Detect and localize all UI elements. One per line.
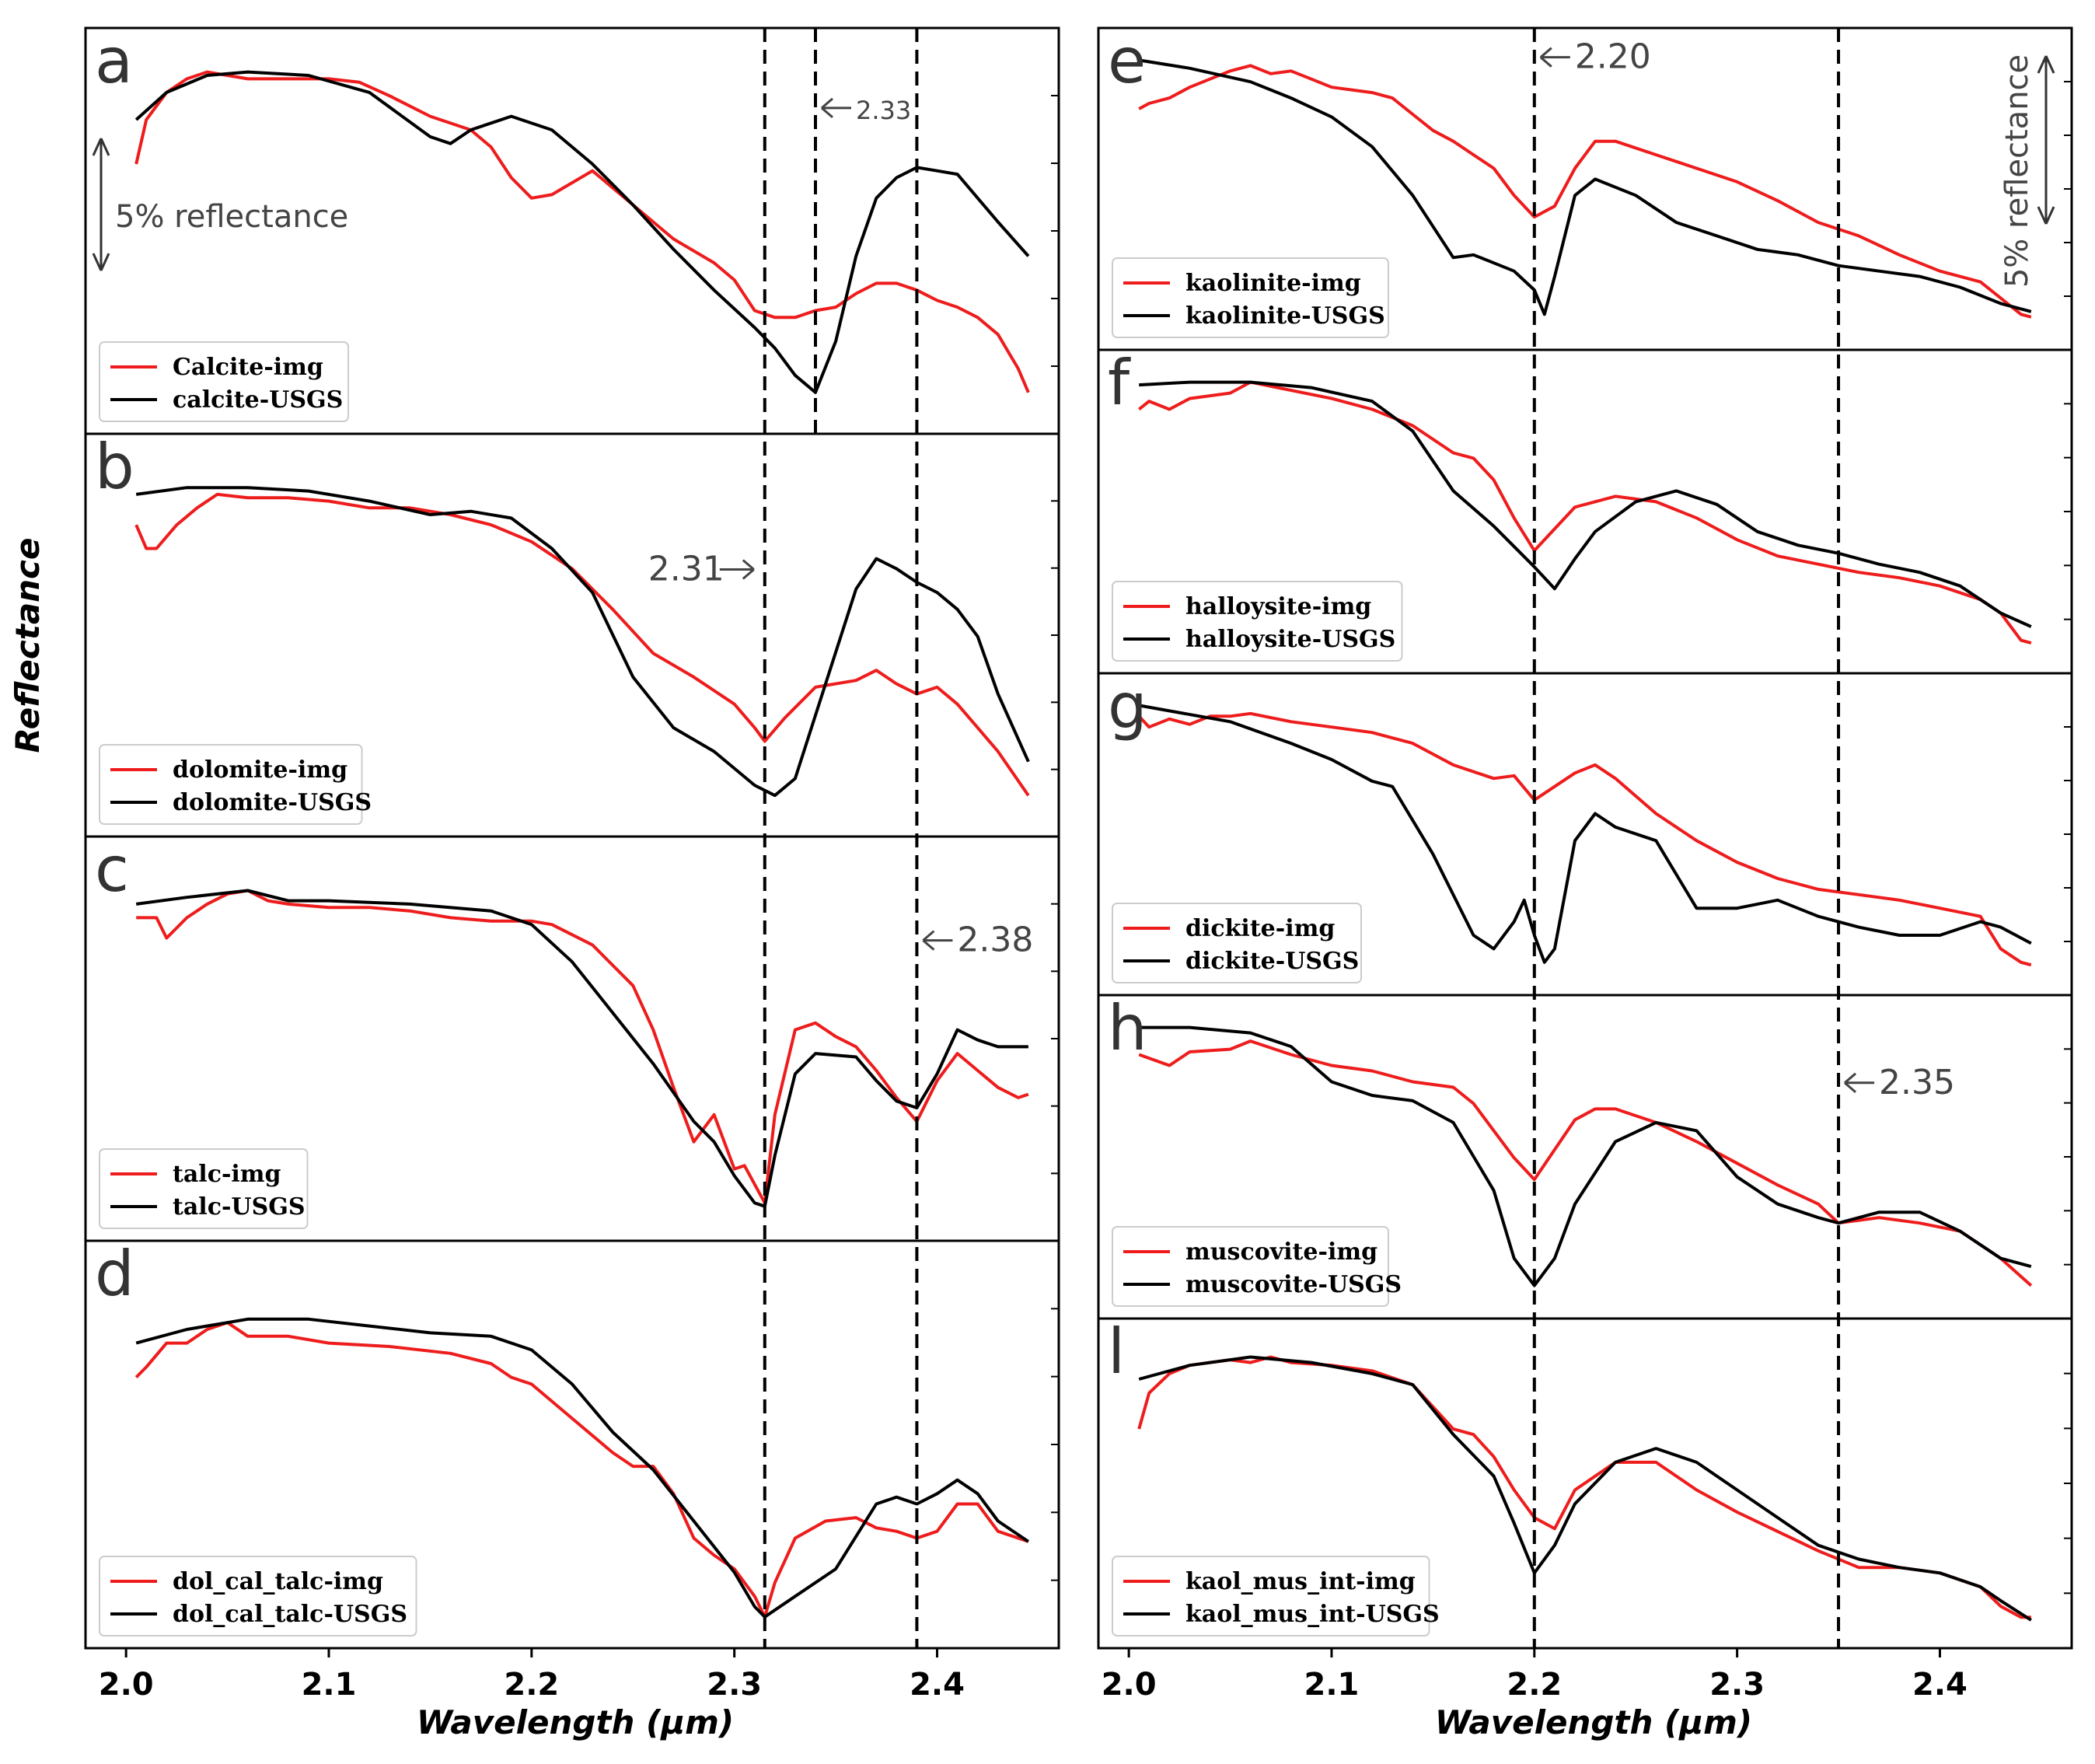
x-tick-label: 2.3 <box>1709 1667 1765 1703</box>
series-line-talc-img <box>136 889 1029 1205</box>
legend-label: muscovite-USGS <box>1185 1271 1402 1298</box>
series-line-talc-USGS <box>135 889 1028 1208</box>
legend-box <box>1112 1226 1389 1307</box>
scale-bar-label: 5% reflectance <box>115 199 348 235</box>
annotation-value: 2.35 <box>1879 1063 1955 1102</box>
panel-h: h muscovite-img muscovite-USGS <box>1097 992 2073 1320</box>
annotation-value: 2.33 <box>856 96 911 125</box>
panel-g: g dickite-img dickite-USGS <box>1097 670 2073 997</box>
x-tick-label: 2.4 <box>910 1667 965 1703</box>
legend-label: halloysite-img <box>1185 593 1371 620</box>
y-axis-label: Reflectance <box>9 538 47 753</box>
legend-label: kaolinite-img <box>1185 270 1361 297</box>
annotation-e: 2.20 <box>1539 37 1651 77</box>
legend-label: calcite-USGS <box>173 386 343 414</box>
series-line-kaolinite-img <box>1138 64 2032 319</box>
legend-label: talc-USGS <box>173 1193 306 1221</box>
panel-frame <box>1097 1317 2073 1650</box>
panel-letter: f <box>1108 347 1131 419</box>
panel-c: c talc-img talc-USGS <box>84 833 1060 1242</box>
panel-letter: d <box>95 1238 134 1310</box>
scale-bar-right: 5% reflectance <box>1999 54 2055 288</box>
series-line-halloysite-USGS <box>1139 380 2032 628</box>
legend-label: dol_cal_talc-USGS <box>173 1601 407 1628</box>
legend-box <box>1112 581 1403 662</box>
series-line-muscovite-USGS <box>1139 1025 2032 1287</box>
panel-letter: a <box>95 25 133 97</box>
scale-bar-arrow <box>92 138 110 271</box>
series-line-dol_cal_talc-USGS <box>135 1317 1030 1619</box>
legend-label: kaol_mus_int-img <box>1185 1568 1416 1595</box>
x-tick-label: 2.3 <box>707 1667 762 1703</box>
annotation-c: 2.38 <box>922 920 1033 960</box>
annotation-h: 2.35 <box>1844 1063 1955 1102</box>
legend-label: Calcite-img <box>173 354 323 381</box>
series-line-kaolinite-USGS <box>1138 58 2032 316</box>
panel-letter: g <box>1108 670 1147 742</box>
legend-box <box>1112 257 1389 338</box>
series-line-calcite-USGS <box>134 70 1030 394</box>
annotation-arrow <box>922 930 953 951</box>
legend-box <box>99 744 363 825</box>
legend-label: muscovite-img <box>1185 1238 1377 1266</box>
panel-d: d dol_cal_talc-img dol_cal_talc-USGS <box>84 1238 1060 1650</box>
x-tick-label: 2.2 <box>1507 1667 1562 1703</box>
panel-letter: b <box>95 431 134 503</box>
legend-label: halloysite-USGS <box>1185 626 1395 653</box>
annotation-b: 2.31 <box>648 549 755 589</box>
panel-e: e kaolinite-img kaolinite-USGS <box>1097 25 2073 351</box>
legend-label: kaolinite-USGS <box>1185 302 1385 330</box>
annotation-value: 2.31 <box>648 549 725 589</box>
legend-label: kaol_mus_int-USGS <box>1185 1601 1440 1628</box>
annotation-arrow <box>1539 47 1570 68</box>
series-line-dolomite-USGS <box>135 486 1030 798</box>
panel-b: b dolomite-img dolomite-USGS <box>84 431 1060 838</box>
panels-group: a Calcite-img calcite-USGS b dolomite-img dol… <box>84 25 2073 1703</box>
annotation-a: 2.33 <box>821 96 911 125</box>
panel-f: f halloysite-img halloysite-USGS <box>1097 347 2073 675</box>
legend-label: dickite-USGS <box>1185 948 1359 975</box>
scale-bar-label: 5% reflectance <box>1999 54 2035 288</box>
panel-frame <box>84 1239 1060 1650</box>
annotation-arrow <box>719 559 755 580</box>
panel-letter: l <box>1108 1315 1125 1388</box>
legend-label: talc-img <box>173 1161 281 1188</box>
series-line-kaol_mus_int-USGS <box>1138 1355 2032 1622</box>
legend-label: dolomite-USGS <box>173 789 372 816</box>
annotation-arrow <box>1844 1072 1875 1093</box>
series-line-dolomite-img <box>134 492 1030 797</box>
legend-box <box>1112 903 1362 983</box>
x-tick-label: 2.1 <box>1304 1667 1360 1703</box>
legend-box <box>99 1556 417 1637</box>
annotation-value: 2.38 <box>957 920 1033 960</box>
panel-letter: e <box>1108 25 1146 97</box>
annotation-value: 2.20 <box>1575 37 1651 77</box>
panel-a: a Calcite-img calcite-USGS <box>84 25 1060 435</box>
panel-letter: h <box>1108 992 1147 1064</box>
x-tick-label: 2.0 <box>1102 1667 1157 1703</box>
legend-label: dol_cal_talc-img <box>173 1568 383 1595</box>
x-tick-label: 2.0 <box>99 1667 154 1703</box>
right-x-axis-label: Wavelength (µm) <box>1435 1703 1752 1741</box>
series-line-halloysite-img <box>1137 380 2032 645</box>
legend-box <box>99 341 349 422</box>
x-tick-label: 2.4 <box>1912 1667 1968 1703</box>
series-line-dickite-img <box>1137 711 2032 967</box>
legend-box <box>99 1148 309 1229</box>
x-tick-label: 2.2 <box>504 1667 559 1703</box>
series-line-muscovite-img <box>1138 1039 2033 1287</box>
annotation-arrow <box>821 97 851 118</box>
series-line-dol_cal_talc-img <box>134 1321 1029 1619</box>
left-x-axis-label: Wavelength (µm) <box>417 1703 734 1741</box>
x-tick-label: 2.1 <box>302 1667 357 1703</box>
scale-bar-left: 5% reflectance <box>92 138 348 271</box>
legend-label: dickite-img <box>1185 915 1335 942</box>
panel-letter: c <box>95 833 129 906</box>
series-line-dickite-USGS <box>1138 704 2032 964</box>
scale-bar-arrow <box>2037 55 2055 225</box>
panel-l: l kaol_mus_int-img kaol_mus_int-USGS <box>1097 1315 2073 1650</box>
legend-label: dolomite-img <box>173 756 347 784</box>
legend-box <box>1112 1556 1430 1637</box>
